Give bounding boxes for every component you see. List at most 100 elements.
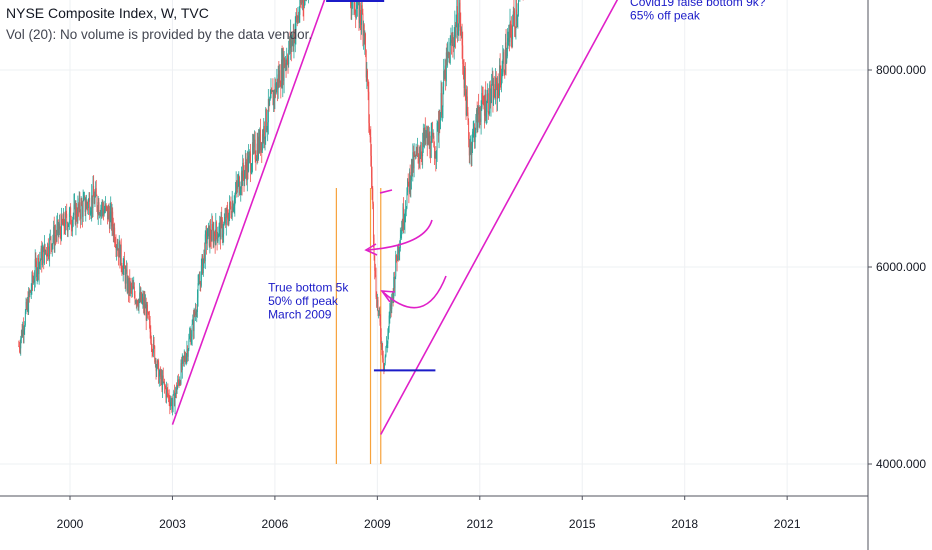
- candle-body: [175, 387, 177, 394]
- candle-body: [188, 338, 190, 350]
- candle-body: [370, 137, 372, 156]
- candle-body: [460, 27, 462, 30]
- candle-body: [300, 0, 301, 4]
- candle-body: [85, 208, 87, 212]
- candle-body: [483, 104, 485, 116]
- candle-body: [256, 158, 257, 161]
- candle-body: [464, 68, 466, 92]
- candle-body: [78, 198, 80, 209]
- candle-body: [371, 177, 373, 189]
- candle-body: [386, 344, 387, 347]
- candle-body: [441, 93, 443, 115]
- candle-body: [275, 86, 277, 94]
- candle-body: [258, 136, 260, 150]
- candle-body: [214, 232, 215, 237]
- candle-body: [466, 96, 468, 116]
- candle-body: [82, 205, 83, 217]
- candle-body: [140, 292, 142, 301]
- candle-body: [150, 332, 152, 344]
- candle-body: [225, 209, 227, 225]
- candle-body: [504, 42, 506, 74]
- candle-body: [211, 224, 213, 241]
- candle-body: [114, 242, 116, 246]
- candle-body: [405, 208, 407, 212]
- candle-body: [413, 154, 415, 169]
- candle-body: [58, 229, 60, 233]
- candle-body: [125, 271, 127, 284]
- candle-body: [88, 197, 90, 201]
- candle-body: [229, 202, 231, 213]
- time-axis[interactable]: 2000 2003 2006 2009 2012 2015 2018 2021: [57, 496, 801, 531]
- candle-body: [96, 196, 98, 209]
- candle-body: [265, 109, 267, 138]
- candle-body: [220, 217, 222, 240]
- candle-body: [103, 209, 104, 216]
- trendline[interactable]: [380, 0, 842, 435]
- candle-body: [29, 290, 31, 296]
- candle-body: [507, 38, 509, 42]
- candle-body: [271, 90, 273, 92]
- candle-body: [284, 58, 286, 68]
- candle-body: [460, 29, 462, 31]
- candle-body: [472, 131, 474, 146]
- candle-body: [91, 195, 93, 209]
- candle-body: [103, 210, 105, 216]
- candle-body: [290, 33, 292, 49]
- candle-body: [286, 58, 288, 65]
- candle-body: [289, 38, 291, 49]
- candle-body: [167, 390, 169, 395]
- candle-body: [98, 202, 100, 215]
- candle-body: [422, 142, 424, 157]
- candle-body: [470, 143, 472, 151]
- desire-pointer: [379, 189, 393, 194]
- candle-body: [158, 374, 160, 383]
- candle-body: [303, 2, 305, 6]
- candle-body: [447, 52, 449, 55]
- candle-body: [166, 388, 168, 391]
- candle-body: [513, 11, 515, 17]
- trendline[interactable]: [171, 0, 387, 425]
- candle-body: [453, 44, 454, 48]
- candle-body: [70, 224, 72, 227]
- candle-body: [89, 197, 91, 215]
- candle-body: [491, 80, 493, 85]
- candle-body: [409, 171, 411, 190]
- candle-body: [108, 208, 110, 216]
- candle-body: [475, 116, 477, 133]
- candle-body: [181, 363, 183, 371]
- candle-body: [185, 354, 187, 363]
- candle-body: [225, 216, 227, 225]
- candle-body: [218, 225, 220, 236]
- candle-body: [249, 153, 251, 155]
- candle-body: [443, 71, 445, 87]
- candle-body: [504, 71, 506, 74]
- candle-body: [151, 345, 153, 352]
- annotation-arrows: [364, 189, 447, 309]
- candle-body: [147, 304, 148, 313]
- candle-body: [192, 318, 194, 325]
- candle-body: [302, 0, 304, 3]
- candle-body: [376, 296, 378, 307]
- candle-body: [372, 188, 374, 204]
- candle-body: [180, 363, 182, 384]
- candle-body: [302, 0, 303, 3]
- candle-body: [219, 222, 221, 240]
- candle-body: [501, 77, 502, 85]
- price-axis[interactable]: 4000.0006000.0008000.00012000.00014000.0…: [868, 0, 932, 471]
- candle-body: [474, 132, 476, 143]
- candle-body: [246, 168, 248, 181]
- candle-body: [262, 134, 264, 140]
- candle-body: [511, 34, 513, 40]
- candle-body: [398, 249, 400, 254]
- candle-body: [425, 134, 427, 139]
- candle-body: [19, 347, 21, 349]
- candle-body: [237, 180, 239, 189]
- candle-body: [365, 50, 367, 78]
- candle-body: [281, 59, 282, 88]
- candle-body: [63, 213, 65, 228]
- candle-body: [350, 0, 352, 7]
- candle-body: [170, 399, 172, 403]
- candle-body: [87, 200, 89, 209]
- candle-body: [22, 326, 24, 337]
